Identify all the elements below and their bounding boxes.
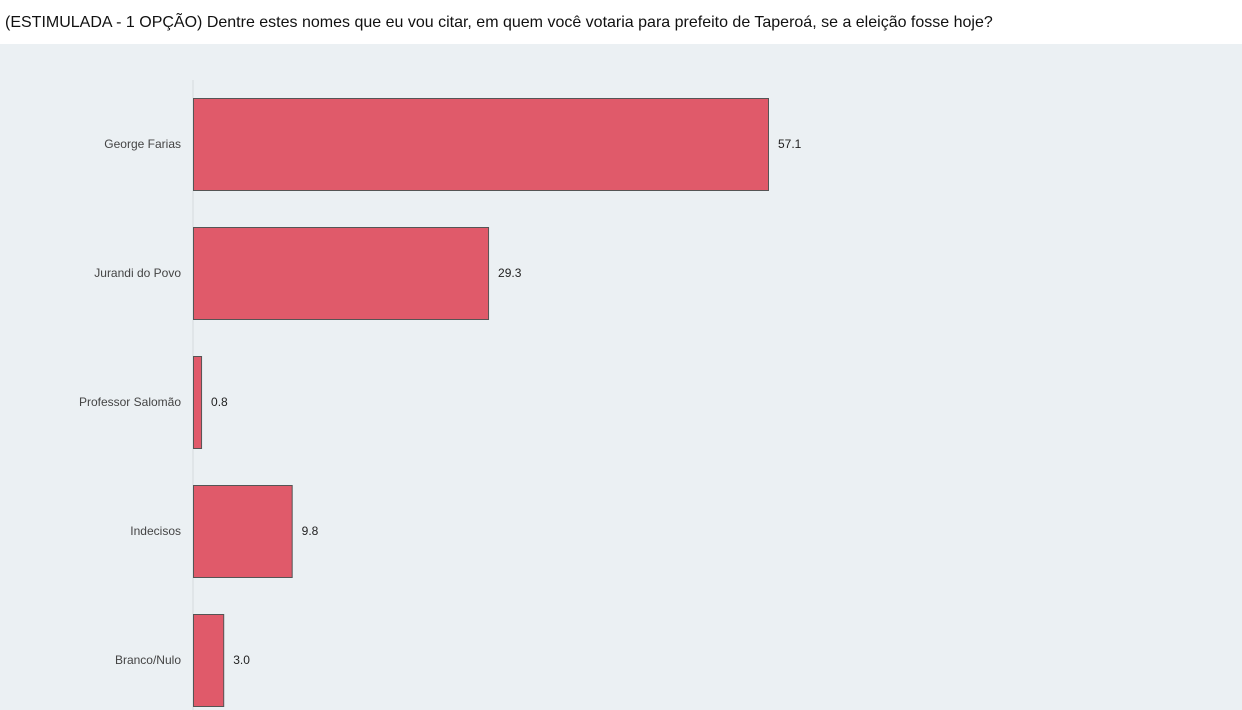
bar-3 (193, 485, 293, 578)
value-label-0: 57.1 (778, 137, 802, 151)
bar-1 (193, 227, 490, 320)
category-label-2: Professor Salomão (79, 395, 181, 409)
category-label-3: Indecisos (130, 524, 181, 538)
bar-4 (193, 614, 225, 707)
category-label-1: Jurandi do Povo (94, 266, 181, 280)
chart-panel: George Farias 57.1 Jurandi do Povo 29.3 Prof… (0, 44, 1242, 710)
value-label-4: 3.0 (233, 653, 250, 667)
bar-2 (193, 356, 203, 449)
bar-0 (193, 98, 769, 191)
value-label-2: 0.8 (211, 395, 228, 409)
chart-title: (ESTIMULADA - 1 OPÇÃO) Dentre estes nome… (5, 14, 993, 31)
category-label-0: George Farias (104, 137, 181, 151)
category-label-4: Branco/Nulo (115, 653, 181, 667)
value-label-3: 9.8 (302, 524, 319, 538)
bar-chart: George Farias 57.1 Jurandi do Povo 29.3 Prof… (79, 80, 802, 710)
value-label-1: 29.3 (498, 266, 522, 280)
